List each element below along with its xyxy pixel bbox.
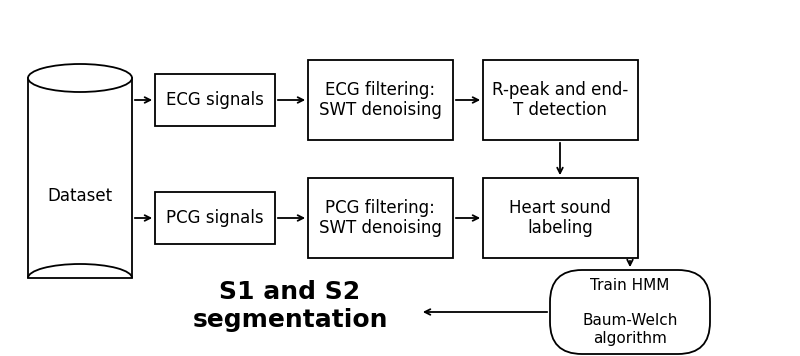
FancyBboxPatch shape <box>155 74 275 126</box>
FancyBboxPatch shape <box>550 270 710 354</box>
FancyBboxPatch shape <box>307 60 453 140</box>
Text: Heart sound
labeling: Heart sound labeling <box>509 199 611 237</box>
Text: ECG signals: ECG signals <box>166 91 264 109</box>
FancyBboxPatch shape <box>155 192 275 244</box>
Text: R-peak and end-
T detection: R-peak and end- T detection <box>492 80 628 119</box>
Text: PCG signals: PCG signals <box>166 209 264 227</box>
FancyBboxPatch shape <box>482 178 638 258</box>
FancyBboxPatch shape <box>307 178 453 258</box>
Ellipse shape <box>28 64 132 92</box>
Text: S1 and S2
segmentation: S1 and S2 segmentation <box>192 280 388 332</box>
Text: Train HMM

Baum-Welch
algorithm: Train HMM Baum-Welch algorithm <box>582 278 678 346</box>
FancyBboxPatch shape <box>482 60 638 140</box>
Text: Dataset: Dataset <box>47 187 113 205</box>
Text: ECG filtering:
SWT denoising: ECG filtering: SWT denoising <box>318 80 442 119</box>
Text: PCG filtering:
SWT denoising: PCG filtering: SWT denoising <box>318 199 442 237</box>
